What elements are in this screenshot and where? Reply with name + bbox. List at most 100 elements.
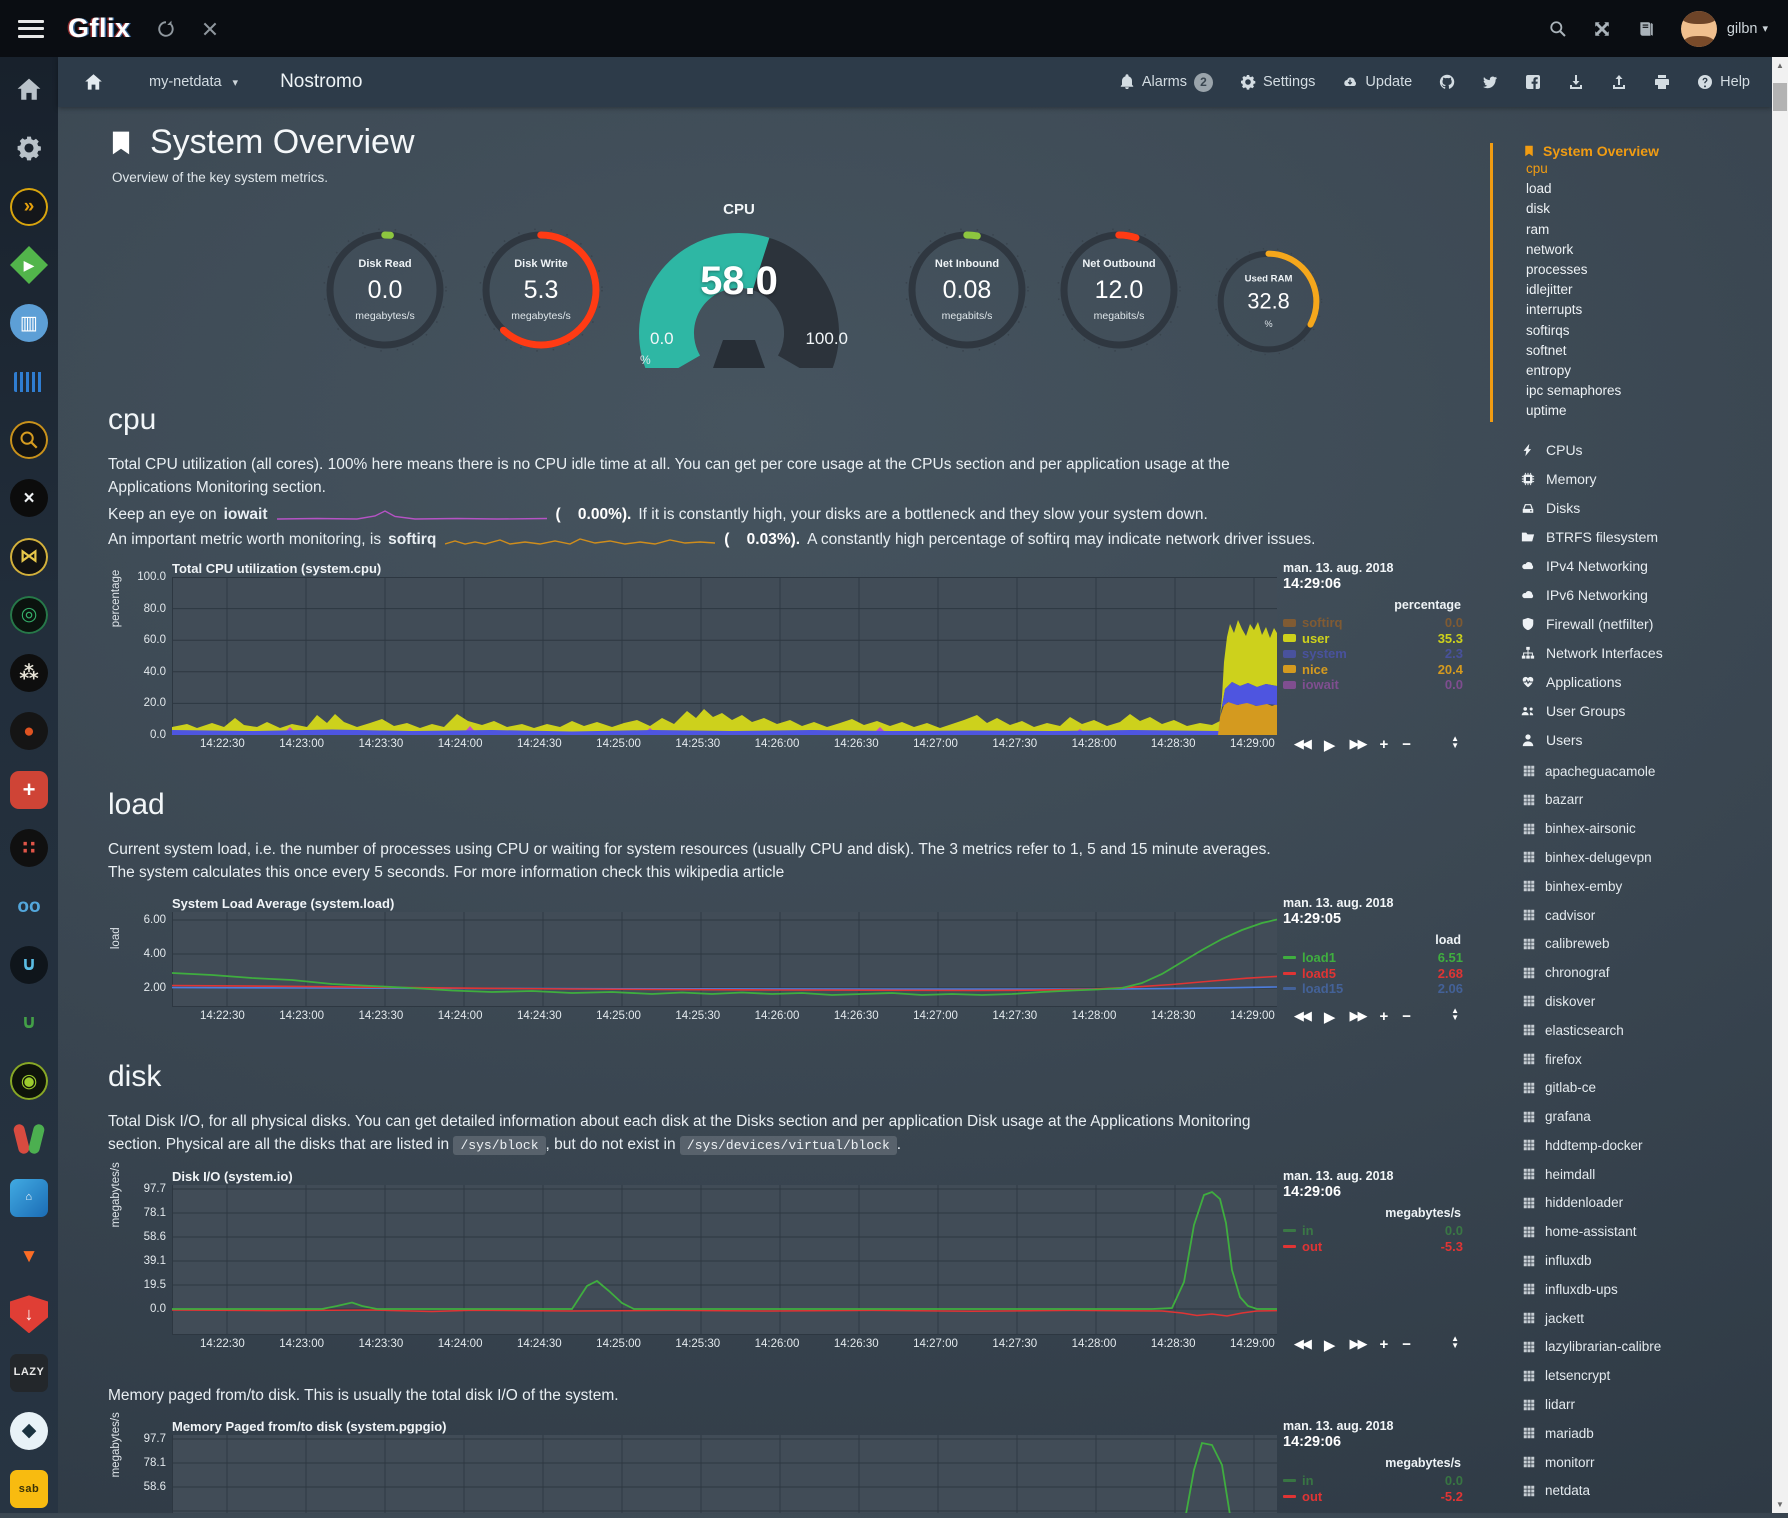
fast-forward-button[interactable]: ▶▶ xyxy=(1349,736,1367,751)
sidebar-subitem[interactable]: interrupts xyxy=(1526,302,1583,318)
alarms-button[interactable]: Alarms 2 xyxy=(1119,72,1213,92)
sidebar-subitem[interactable]: idlejitter xyxy=(1526,282,1573,298)
username[interactable]: gilbn xyxy=(1726,20,1758,37)
sidebar-subitem[interactable]: ram xyxy=(1526,221,1550,237)
sidebar-app-item[interactable]: binhex-airsonic xyxy=(1490,814,1772,843)
used-ram-gauge[interactable]: Used RAM 32.8 % xyxy=(1212,245,1325,358)
legend-item[interactable]: in 0.0 xyxy=(1283,1473,1463,1489)
legend-item[interactable]: iowait 0.0 xyxy=(1283,677,1463,693)
scroll-up-icon[interactable] xyxy=(1772,57,1788,73)
disk-write-gauge[interactable]: Disk Write 5.3 megabytes/s xyxy=(476,225,606,355)
sidebar-subitem[interactable]: entropy xyxy=(1526,363,1572,379)
sidebar-subitem[interactable]: disk xyxy=(1526,201,1551,217)
sidebar-subitem[interactable]: softirqs xyxy=(1526,322,1570,338)
zoom-in-button[interactable]: + xyxy=(1379,1336,1389,1353)
sidebar-app-button[interactable]: ⁂ xyxy=(0,644,58,702)
cpu-gauge[interactable]: CPU 58.0 0.0 100.0 % xyxy=(624,201,854,371)
zoom-in-button[interactable]: + xyxy=(1379,1008,1389,1025)
sidebar-app-button[interactable]: × xyxy=(0,469,58,527)
resize-handle-icon[interactable] xyxy=(1451,1335,1459,1349)
sidebar-section[interactable]: Memory xyxy=(1490,465,1772,494)
sidebar-item-system-overview[interactable]: System Overview xyxy=(1523,143,1772,159)
iowait-sparkline[interactable] xyxy=(276,507,547,523)
sidebar-section[interactable]: CPUs xyxy=(1490,436,1772,465)
zoom-in-button[interactable]: + xyxy=(1379,736,1389,753)
sidebar-app-item[interactable]: jackett xyxy=(1490,1304,1772,1333)
sidebar-app-item[interactable]: home-assistant xyxy=(1490,1217,1772,1246)
close-icon[interactable] xyxy=(201,20,219,38)
legend-item[interactable]: out -5.2 xyxy=(1283,1489,1463,1505)
sidebar-app-item[interactable]: lazylibrarian-calibre xyxy=(1490,1333,1772,1362)
sidebar-app-item[interactable]: influxdb-ups xyxy=(1490,1275,1772,1304)
legend-item[interactable]: system 2.3 xyxy=(1283,646,1463,662)
print-button[interactable] xyxy=(1654,74,1670,90)
sidebar-app-item[interactable]: chronograf xyxy=(1490,958,1772,987)
sidebar-app-item[interactable]: bazarr xyxy=(1490,785,1772,814)
sidebar-app-item[interactable]: gitlab-ce xyxy=(1490,1073,1772,1102)
sidebar-app-item[interactable]: firefox xyxy=(1490,1045,1772,1074)
sidebar-app-button[interactable]: ▼ xyxy=(0,1227,58,1285)
github-button[interactable] xyxy=(1439,74,1455,90)
sidebar-subitem[interactable]: cpu xyxy=(1526,161,1548,176)
sidebar-section[interactable]: Applications xyxy=(1490,668,1772,697)
legend-item[interactable]: in 0.0 xyxy=(1283,1223,1463,1239)
disk-read-gauge[interactable]: Disk Read 0.0 megabytes/s xyxy=(320,225,450,355)
scrollbar[interactable] xyxy=(1772,57,1788,1513)
sidebar-app-button[interactable]: + xyxy=(0,761,58,819)
sidebar-app-item[interactable]: apacheguacamole xyxy=(1490,757,1772,786)
sidebar-app-button[interactable]: ◆ xyxy=(0,1402,58,1460)
avatar[interactable] xyxy=(1680,10,1717,47)
sidebar-app-item[interactable]: binhex-delugevpn xyxy=(1490,843,1772,872)
plot-area[interactable] xyxy=(172,577,1277,735)
sidebar-app-item[interactable]: calibreweb xyxy=(1490,929,1772,958)
sidebar-app-item[interactable]: elasticsearch xyxy=(1490,1016,1772,1045)
sidebar-app-button[interactable] xyxy=(0,61,58,119)
rewind-button[interactable]: ◀◀ xyxy=(1293,1008,1312,1023)
plot-area[interactable] xyxy=(172,1185,1277,1335)
legend-item[interactable]: user 35.3 xyxy=(1283,631,1463,647)
sidebar-app-item[interactable]: hiddenloader xyxy=(1490,1189,1772,1218)
sidebar-app-button[interactable] xyxy=(0,119,58,177)
facebook-button[interactable] xyxy=(1525,74,1541,90)
fast-forward-button[interactable]: ▶▶ xyxy=(1349,1336,1367,1351)
play-button[interactable]: ▶ xyxy=(1323,1337,1336,1354)
menu-icon[interactable] xyxy=(18,19,44,38)
sidebar-section[interactable]: User Groups xyxy=(1490,697,1772,726)
sidebar-app-button[interactable]: ∪ xyxy=(0,994,58,1052)
sidebar-app-item[interactable]: binhex-emby xyxy=(1490,872,1772,901)
legend-item[interactable]: softirq 0.0 xyxy=(1283,615,1463,631)
rewind-button[interactable]: ◀◀ xyxy=(1293,1336,1312,1351)
fullscreen-icon[interactable] xyxy=(1593,20,1611,38)
sidebar-app-button[interactable] xyxy=(0,411,58,469)
refresh-icon[interactable] xyxy=(157,20,175,38)
sidebar-app-item[interactable]: heimdall xyxy=(1490,1160,1772,1189)
sidebar-app-button[interactable]: oo xyxy=(0,877,58,935)
play-button[interactable]: ▶ xyxy=(1323,737,1336,754)
sidebar-app-button[interactable]: ⌂ xyxy=(0,1169,58,1227)
sidebar-app-item[interactable]: letsencrypt xyxy=(1490,1361,1772,1390)
play-button[interactable]: ▶ xyxy=(1323,1009,1336,1026)
help-button[interactable]: Help xyxy=(1697,74,1750,90)
search-icon[interactable] xyxy=(1549,20,1567,38)
scrollbar-thumb[interactable] xyxy=(1773,83,1787,111)
zoom-out-button[interactable]: − xyxy=(1402,736,1411,753)
resize-handle-icon[interactable] xyxy=(1451,1007,1459,1021)
sidebar-subitem[interactable]: network xyxy=(1526,241,1574,257)
legend-item[interactable]: out -5.3 xyxy=(1283,1239,1463,1255)
export-button[interactable] xyxy=(1611,74,1627,90)
sidebar-subitem[interactable]: processes xyxy=(1526,262,1588,278)
sidebar-app-button[interactable]: ∷ xyxy=(0,819,58,877)
legend-item[interactable]: nice 20.4 xyxy=(1283,662,1463,678)
sidebar-app-item[interactable]: netdata xyxy=(1490,1477,1772,1506)
sidebar-app-item[interactable]: grafana xyxy=(1490,1102,1772,1131)
sidebar-app-item[interactable]: influxdb xyxy=(1490,1246,1772,1275)
sidebar-subitem[interactable]: load xyxy=(1526,181,1552,197)
changelog-icon[interactable] xyxy=(1637,20,1655,38)
sidebar-app-item[interactable]: mariadb xyxy=(1490,1419,1772,1448)
import-button[interactable] xyxy=(1568,74,1584,90)
rewind-button[interactable]: ◀◀ xyxy=(1293,736,1312,751)
sidebar-app-item[interactable]: monitorr xyxy=(1490,1448,1772,1477)
sidebar-app-button[interactable]: ◎ xyxy=(0,586,58,644)
zoom-out-button[interactable]: − xyxy=(1402,1008,1411,1025)
sidebar-section[interactable]: Users xyxy=(1490,726,1772,755)
